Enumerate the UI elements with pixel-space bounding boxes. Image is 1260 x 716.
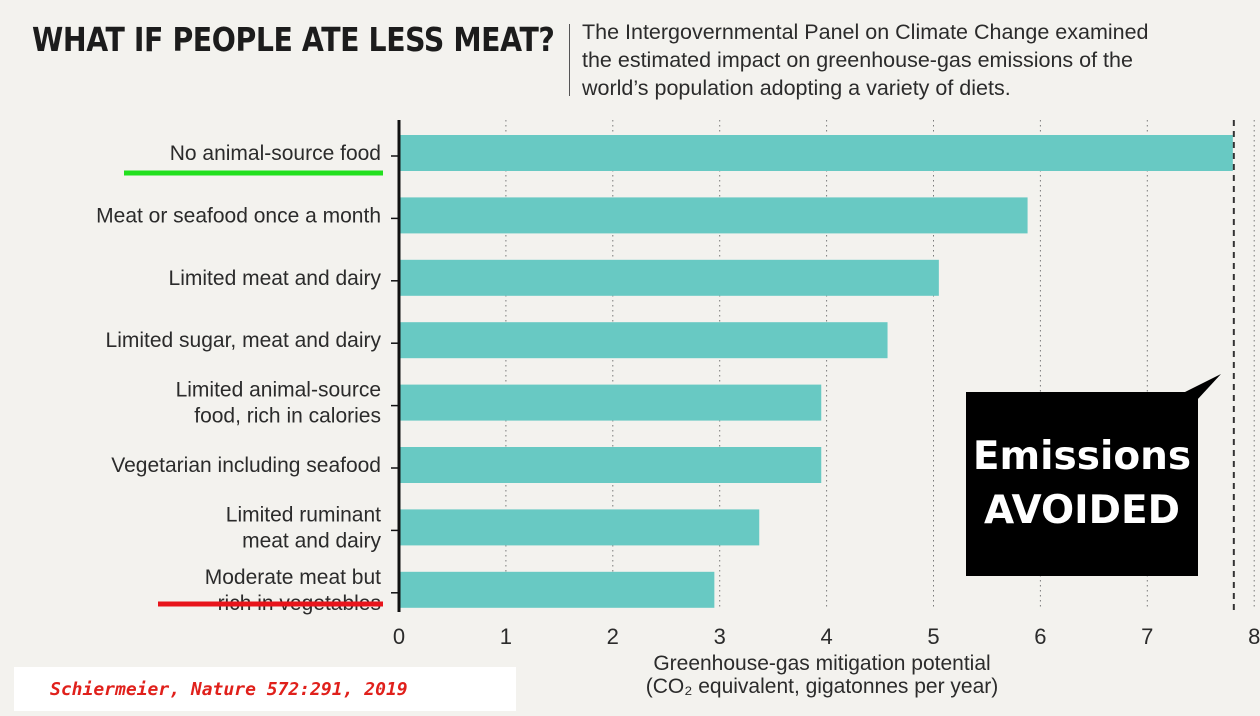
chart-title: WHAT IF PEOPLE ATE LESS MEAT? bbox=[32, 20, 555, 59]
category-label: Meat or seafood once a month bbox=[96, 204, 381, 227]
callout-line: AVOIDED bbox=[983, 488, 1181, 533]
bar bbox=[399, 384, 822, 421]
bar bbox=[399, 447, 822, 483]
category-label: Limited sugar, meat and dairy bbox=[106, 329, 382, 352]
bar bbox=[399, 571, 715, 608]
category-label: Vegetarian including seafood bbox=[111, 454, 381, 477]
category-label: Limited meat and dairy bbox=[169, 267, 382, 290]
subtitle-divider bbox=[569, 24, 570, 96]
bar bbox=[399, 197, 1028, 234]
x-tick-label: 0 bbox=[393, 624, 405, 649]
x-tick-label: 6 bbox=[1034, 624, 1046, 649]
bar bbox=[399, 259, 939, 296]
subtitle-line: the estimated impact on greenhouse-gas e… bbox=[582, 48, 1133, 72]
x-tick-label: 7 bbox=[1141, 624, 1153, 649]
subtitle-line: The Intergovernmental Panel on Climate C… bbox=[582, 20, 1149, 44]
x-axis-title: (CO₂ equivalent, gigatonnes per year) bbox=[646, 675, 999, 698]
x-tick-label: 4 bbox=[820, 624, 832, 649]
x-tick-label: 2 bbox=[607, 624, 619, 649]
x-tick-label: 5 bbox=[927, 624, 939, 649]
category-label: No animal-source food bbox=[170, 142, 381, 165]
category-label: Limited ruminant meat and dairy bbox=[226, 503, 382, 552]
bar bbox=[399, 135, 1233, 171]
category-label: Moderate meat butrich in vegetables bbox=[205, 566, 381, 615]
subtitle-line: world’s population adopting a variety of… bbox=[582, 76, 1011, 100]
x-tick-label: 1 bbox=[500, 624, 512, 649]
chart-subtitle: The Intergovernmental Panel on Climate C… bbox=[582, 18, 1242, 102]
emissions-avoided-callout: Emissions AVOIDED bbox=[966, 392, 1198, 576]
bar bbox=[399, 322, 888, 359]
category-label: Limited animal-source food, rich in calor… bbox=[176, 379, 381, 428]
x-tick-label: 3 bbox=[714, 624, 726, 649]
callout-line: Emissions bbox=[972, 434, 1192, 479]
bar bbox=[399, 509, 760, 546]
x-tick-label: 8 bbox=[1248, 624, 1260, 649]
citation: Schiermeier, Nature 572:291, 2019 bbox=[14, 667, 516, 711]
x-axis-title: Greenhouse-gas mitigation potential bbox=[653, 652, 990, 675]
